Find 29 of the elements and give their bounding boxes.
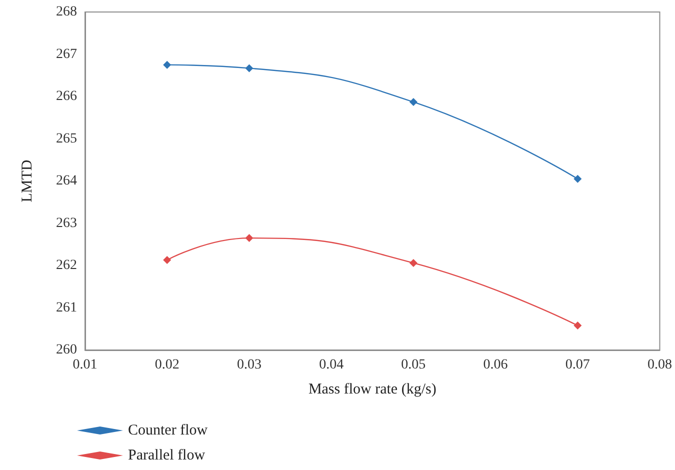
y-tick-label: 265 xyxy=(56,131,77,146)
point xyxy=(574,174,582,183)
x-tick-label: 0.06 xyxy=(483,358,508,372)
x-axis-title: Mass flow rate (kg/s) xyxy=(308,382,436,398)
point xyxy=(245,234,254,242)
point xyxy=(574,321,582,330)
legend-label: Counter flow xyxy=(128,422,208,438)
x-tick-label: 0.08 xyxy=(648,358,672,372)
x-tick-label: 0.02 xyxy=(154,358,180,372)
point xyxy=(409,258,418,267)
point xyxy=(163,256,172,264)
x-tick-label: 0.07 xyxy=(565,358,590,372)
x-tick-label: 0.05 xyxy=(401,358,426,372)
y-tick-label: 266 xyxy=(56,89,77,104)
y-axis-title: LMTD xyxy=(20,160,36,202)
legend-label: Parallel flow xyxy=(128,448,206,464)
point xyxy=(163,60,172,69)
y-tick-label: 267 xyxy=(56,46,77,62)
y-tick-label: 268 xyxy=(56,4,77,20)
x-tick-label: 0.04 xyxy=(319,358,344,372)
y-tick-label: 260 xyxy=(56,342,77,358)
point xyxy=(409,98,418,106)
y-tick-label: 263 xyxy=(56,216,77,231)
y-tick-label: 261 xyxy=(56,300,77,316)
point xyxy=(245,64,254,72)
y-tick-label: 262 xyxy=(56,258,77,273)
x-tick-label: 0.01 xyxy=(72,358,98,372)
x-tick-label: 0.03 xyxy=(236,358,262,372)
y-tick-label: 264 xyxy=(56,174,77,188)
